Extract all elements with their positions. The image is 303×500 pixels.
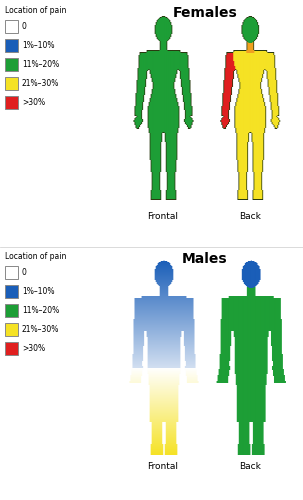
- Text: Back: Back: [239, 212, 261, 221]
- Text: Location of pain: Location of pain: [5, 6, 66, 15]
- Text: Frontal: Frontal: [148, 462, 178, 471]
- Text: Location of pain: Location of pain: [5, 252, 66, 261]
- Text: 1%–10%: 1%–10%: [22, 287, 55, 296]
- Text: Females: Females: [173, 6, 237, 20]
- Bar: [5, 342, 18, 355]
- Text: 1%–10%: 1%–10%: [22, 41, 55, 50]
- Text: 11%–20%: 11%–20%: [22, 60, 59, 69]
- Bar: [5, 285, 18, 298]
- Bar: [5, 20, 18, 33]
- Text: Males: Males: [182, 252, 228, 266]
- Bar: [5, 39, 18, 52]
- Text: Back: Back: [239, 462, 261, 471]
- Text: >30%: >30%: [22, 98, 45, 107]
- Text: 0: 0: [22, 268, 27, 277]
- Text: Frontal: Frontal: [148, 212, 178, 221]
- Text: 11%–20%: 11%–20%: [22, 306, 59, 315]
- Bar: [5, 96, 18, 109]
- Text: 21%–30%: 21%–30%: [22, 325, 59, 334]
- Text: 0: 0: [22, 22, 27, 31]
- Bar: [5, 58, 18, 71]
- Text: 21%–30%: 21%–30%: [22, 79, 59, 88]
- Bar: [5, 304, 18, 317]
- Bar: [5, 323, 18, 336]
- Bar: [5, 77, 18, 90]
- Text: >30%: >30%: [22, 344, 45, 353]
- Bar: [5, 266, 18, 279]
